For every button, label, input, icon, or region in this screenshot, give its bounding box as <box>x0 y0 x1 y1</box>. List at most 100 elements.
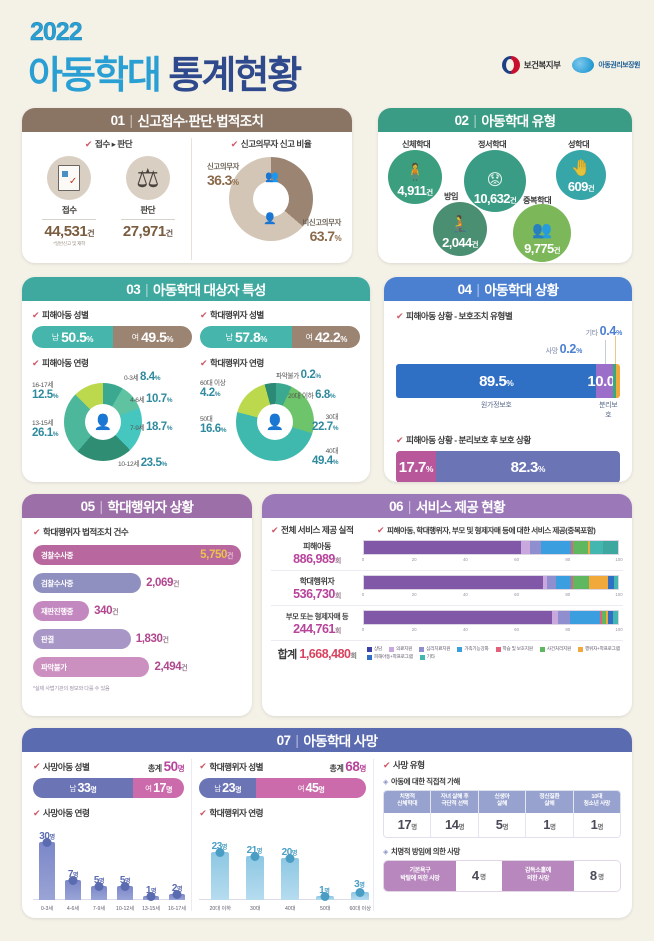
divider <box>42 219 97 220</box>
col-knob-1 <box>68 876 78 885</box>
abuser-gender-bar: 남 57.8% 여 42.2% <box>200 326 360 348</box>
section-05-body: ✔ 학대행위자 법적조치 건수 경찰수사중 5,750건 검찰수사중 2,069… <box>22 518 252 700</box>
legal-bar-경찰수사중: 경찰수사중 5,750건 <box>33 545 241 565</box>
emotional-abuse-icon: 😟 <box>486 172 504 189</box>
logo-ncrc: 아동권리보장원 <box>572 57 640 73</box>
legend-item-사건처리지원: 사건처리지원 <box>539 646 571 652</box>
service-stacked-bar-1 <box>363 575 619 590</box>
svc-seg-피해아동프로그램 <box>607 611 613 624</box>
section-04-header: 04 | 아동학대 상황 <box>384 277 632 301</box>
victim-gender-female: 여 49.5% <box>112 326 192 348</box>
section-02-sep: | <box>473 112 477 128</box>
abuser-age-donut-wrap: 👤 파악불가 0.2% 20대 이하 6.8% 30대 22.7% 40대 <box>200 369 360 474</box>
body-abuse-icon: 🧍 <box>405 164 425 181</box>
protection-seg-원가정보호: 89.5% <box>396 364 597 398</box>
dead-child-gender-subtitle: ✔ 사망아동 성별 <box>33 761 90 772</box>
section-07-sep: | <box>295 732 299 748</box>
dead-abuser-gender-bar: 남 23명 여 45명 <box>199 778 366 798</box>
service-row-피해아동: 피해아동 886,989회 <box>271 536 623 571</box>
check-icon: ✔ <box>383 759 391 770</box>
after-seg-분리보호지속: 82.3% <box>435 451 620 482</box>
bubble-label-1: 정서학대 <box>478 140 507 149</box>
legend-swatch <box>367 654 372 660</box>
col-knob-2 <box>94 882 104 891</box>
col-bar-5 <box>169 890 185 900</box>
legal-bar-판결: 판결 <box>33 629 131 649</box>
legend-item-가족기능강화: 가족기능강화 <box>457 646 489 652</box>
stat-판단: ⚖ 판단 27,971건 <box>113 156 183 247</box>
logo-mohw-label: 보건복지부 <box>523 60 561 70</box>
dead-abuser-total: 총계 68명 <box>329 759 367 774</box>
sexual-abuse-icon: 🤚 <box>571 160 591 177</box>
service-axis-1: 0 20 40 60 80 100 <box>361 592 623 597</box>
check-icon: ✔ <box>271 524 279 535</box>
section-05-note: *실제 사법기관의 정보와 다를 수 있음 <box>33 686 110 692</box>
abuser-col-knob-0 <box>215 848 225 857</box>
section-06-header: 06 | 서비스 제공 현황 <box>262 494 632 518</box>
section-03-title: 아동학대 대상자 특성 <box>153 283 266 298</box>
section-05-header: 05 | 학대행위자 상황 <box>22 494 252 518</box>
direct-harm-head-2: 신생아 살해 <box>478 791 526 813</box>
bullet-icon: ◈ <box>383 778 388 786</box>
col-bar-4 <box>143 892 159 901</box>
leader-line-2 <box>615 336 616 364</box>
abuser-col-value-2: 20명 <box>281 847 298 858</box>
dead-abuser-female: 여 45명 <box>255 778 366 798</box>
bubble-방임: 🧎 2,044건 <box>433 202 487 256</box>
year-label: 2022 <box>30 18 83 46</box>
abuser-col-knob-3 <box>320 892 330 901</box>
abuser-age-label-20s: 20대 이하 6.8% <box>288 389 336 401</box>
caption-분리보호: 분리보호 <box>599 402 618 419</box>
check-icon: ✔ <box>32 309 40 320</box>
abuser-col-bar-2 <box>281 854 300 900</box>
mandated-reporter-block: ✔ 신고의무자 신고 비율 👥 👤 신고의무자 36.3% 비신고의무자 <box>192 138 344 260</box>
check-icon: ✔ <box>33 761 41 771</box>
fatal-neglect-head-0: 기본욕구 박탈에 의한 사망 <box>384 861 456 891</box>
service-row-label-0: 피해아동 886,989회 <box>293 541 341 566</box>
callout-사망: 사망 0.2% <box>545 342 583 356</box>
dead-child-age-chart: 30명 0-3세 7명 4-6세 5명 7-9세 5명 10-12세 1명 <box>33 824 186 912</box>
bubble-label-3: 방임 <box>444 192 459 201</box>
section-03-body: ✔ 피해아동 성별 남 50.5% 여 49.5% ✔ 피해아동 연령 <box>22 301 370 482</box>
legend-swatch <box>457 646 463 652</box>
stat-접수: 접수 44,531건 *일반신고 및 재학 <box>34 156 104 247</box>
svc-seg-기타 <box>614 576 618 589</box>
col-bar-0 <box>39 838 55 900</box>
svc-seg-학습및보호지원 <box>570 576 573 589</box>
svc-seg-사건처리지원 <box>601 611 606 624</box>
service-row-label-1: 학대행위자 536,730회 <box>293 576 341 601</box>
abuser-gender-subtitle: ✔ 학대행위자 성별 <box>200 309 264 320</box>
direct-harm-value-3: 1명 <box>526 813 573 837</box>
section-06-number: 06 <box>389 498 403 514</box>
legal-bar-row-4: 파악불가 2,494건 <box>33 656 241 678</box>
legend-item-학습및보호지원: 학습 및 보호지원 <box>495 646 533 652</box>
reporter-person-icon: 👥 <box>265 171 279 183</box>
abuser-age-subtitle: ✔ 학대행위자 연령 <box>200 357 264 368</box>
section-03-sep: | <box>145 281 149 297</box>
col-tick-3: 10-12세 <box>115 906 135 912</box>
section-06-sep: | <box>407 498 412 514</box>
service-chart-2: 0 20 40 60 80 100 <box>362 610 623 636</box>
svc-seg-의료지원 <box>543 576 547 589</box>
logo-ncrc-label: 아동권리보장원 <box>598 62 640 69</box>
check-icon: ✔ <box>33 807 41 818</box>
bubble-label-4: 중복학대 <box>523 196 552 205</box>
section-02-card: 02 | 아동학대 유형 신체학대 정서학대 성학대 방임 중복학대 🧍 4,9… <box>378 108 632 263</box>
section-02-header: 02 | 아동학대 유형 <box>378 108 632 132</box>
abuser-col-bar-1 <box>246 852 265 900</box>
section-07-body: ✔ 사망아동 성별 총계 50명 남 33명 <box>22 752 632 918</box>
scales-icon: ⚖ <box>125 156 170 200</box>
legal-bar-row-2: 재판진행중 340건 <box>33 600 241 622</box>
protection-subtitle: ✔ 피해아동 상황 - 보호조치 유형별 <box>396 310 513 321</box>
section-06-subtitles: ✔ 전체 서비스 제공 실적 ✔ 피해아동, 학대행위자, 부모 및 형제자매 … <box>271 524 623 536</box>
direct-harm-table: 치명적 신체학대 17명 자녀 살해 후 극단적 선택 14명 신생아 살해 5명 <box>383 790 621 838</box>
col-knob-0 <box>42 838 52 847</box>
direct-harm-col-1: 자녀 살해 후 극단적 선택 14명 <box>431 791 479 837</box>
protection-callouts: 기타 0.4% 사망 0.2% <box>396 322 622 368</box>
dead-child-total: 총계 50명 <box>147 759 185 774</box>
section-04-card: 04 | 아동학대 상황 ✔ 피해아동 상황 - 보호조치 유형별 기타 0.4… <box>384 277 632 482</box>
direct-harm-head-4: 10대 청소년 사망 <box>573 791 620 813</box>
col-tick-1: 4-6세 <box>66 906 80 912</box>
document-check-icon <box>47 156 92 200</box>
dead-child-gender-bar: 남 33명 여 17명 <box>33 778 185 798</box>
